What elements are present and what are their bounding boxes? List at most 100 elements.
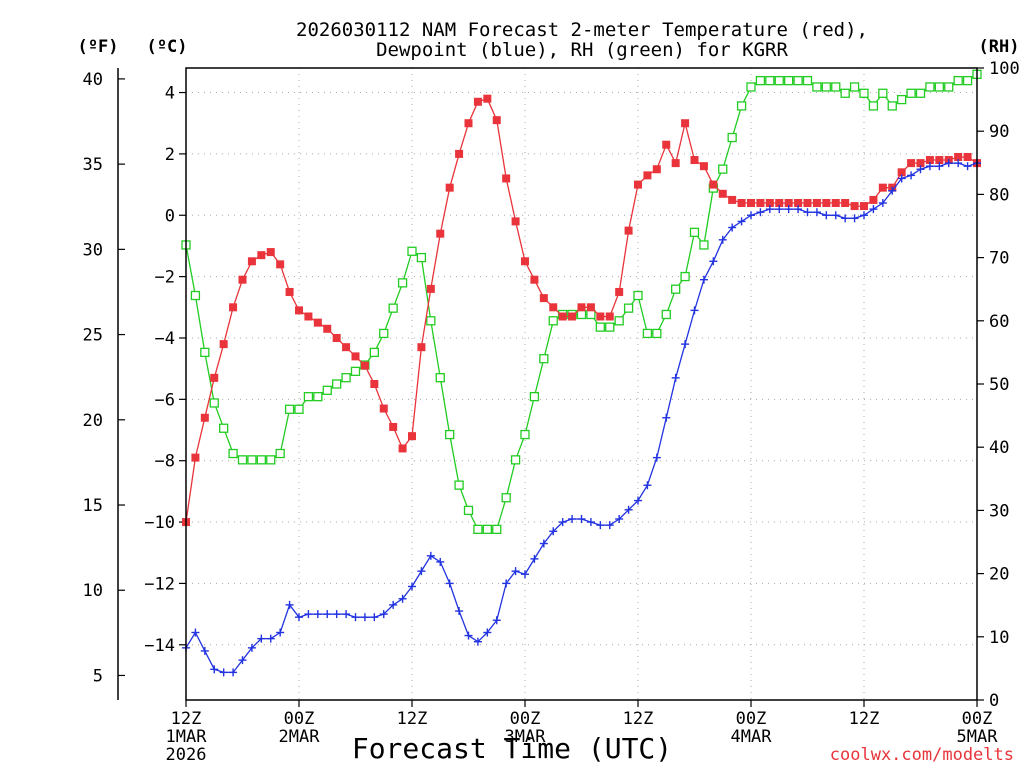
dewpoint-point	[238, 656, 247, 665]
rh-point	[595, 322, 605, 332]
rh-tick-label: 10	[989, 628, 1009, 648]
dewpoint-point	[360, 613, 369, 622]
rh-point	[482, 524, 492, 535]
temperature-point	[718, 189, 727, 198]
rh-tick-label: 80	[989, 185, 1009, 205]
celsius-tick-label: −8	[155, 452, 175, 472]
rh-point	[840, 88, 850, 98]
temperature-point	[436, 229, 445, 238]
temperature-point	[916, 159, 925, 168]
temperature-point	[558, 312, 567, 321]
temperature-point	[342, 343, 351, 352]
dewpoint-point	[191, 628, 200, 637]
series-temperature	[182, 94, 981, 527]
rh-point	[294, 404, 304, 414]
rh-point	[247, 455, 257, 465]
temperature-point	[247, 257, 256, 266]
dewpoint-point	[426, 551, 435, 560]
temperature-point	[860, 202, 868, 211]
dewpoint-point	[530, 554, 539, 563]
dewpoint-point	[257, 634, 266, 643]
temperature-point	[634, 180, 642, 189]
dewpoint-point	[473, 637, 482, 646]
dewpoint-point	[709, 257, 718, 266]
rh-point	[379, 328, 389, 339]
fahrenheit-tick-label: 15	[83, 496, 103, 516]
temperature-point	[775, 198, 784, 207]
dewpoint-point	[841, 214, 850, 223]
temperature-point	[869, 195, 878, 204]
rh-point	[689, 227, 700, 237]
rh-point	[228, 448, 238, 459]
celsius-tick-label: −6	[155, 390, 175, 410]
temperature-point	[370, 380, 379, 388]
temperature-point	[681, 119, 690, 128]
rh-point	[897, 94, 907, 105]
temperature-point	[502, 174, 511, 183]
celsius-tick-label: −4	[155, 329, 175, 349]
dewpoint-point	[379, 610, 388, 619]
time-tick-label: 2026	[166, 745, 207, 765]
dewpoint-point	[568, 514, 577, 523]
temperature-point	[549, 303, 558, 312]
rh-point	[774, 75, 784, 86]
temperature-point	[389, 422, 398, 431]
dewpoint-point	[549, 527, 558, 536]
temperature-point	[615, 287, 624, 296]
rh-point	[576, 309, 587, 320]
rh-tick-label: 60	[989, 312, 1009, 332]
rh-point	[586, 309, 596, 320]
rh-tick-label: 70	[989, 249, 1009, 269]
temperature-point	[765, 198, 774, 207]
dewpoint-point	[822, 211, 831, 220]
watermark-url[interactable]: coolwx.com/modelts	[830, 745, 1014, 765]
rh-point	[859, 88, 869, 98]
fahrenheit-tick-label: 40	[83, 70, 103, 90]
rh-point	[887, 101, 897, 111]
celsius-axis: 4 2 0 −2 −4 −6 −8 −10 −12 −14	[144, 84, 186, 656]
dewpoint-point	[455, 607, 464, 616]
rh-point	[652, 328, 662, 339]
rh-tick-label: 30	[989, 501, 1009, 521]
rh-point	[765, 75, 775, 86]
dewpoint-point	[229, 668, 238, 677]
rh-point	[671, 284, 681, 294]
rh-point	[369, 347, 379, 358]
dewpoint-point	[907, 171, 916, 180]
rh-point	[256, 455, 266, 465]
dewpoint-point	[662, 413, 671, 422]
temperature-point	[643, 171, 652, 180]
time-tick-label: 00Z	[510, 709, 541, 729]
fahrenheit-tick-label: 20	[83, 411, 103, 431]
time-tick-label: 2MAR	[279, 727, 321, 747]
temperature-point	[360, 361, 369, 370]
dewpoint-point	[492, 616, 501, 625]
rh-point	[699, 240, 709, 250]
dewpoint-point	[963, 162, 972, 171]
dewpoint-point	[954, 159, 963, 168]
dewpoint-point	[247, 643, 256, 652]
temperature-point	[285, 287, 294, 296]
rh-point	[925, 82, 935, 92]
dewpoint-point	[370, 613, 379, 622]
temperature-point	[426, 284, 435, 293]
temperature-point	[568, 312, 577, 321]
dewpoint-point	[445, 579, 454, 588]
temperature-point	[408, 432, 416, 441]
dewpoint-point	[389, 600, 398, 609]
temperature-point	[850, 202, 859, 211]
time-tick-label: 1MAR	[166, 727, 208, 747]
dewpoint-point	[577, 514, 586, 523]
rh-point	[322, 385, 332, 395]
temperature-point	[605, 312, 614, 321]
rh-point	[642, 328, 653, 339]
rh-point	[388, 303, 398, 313]
temperature-point	[822, 198, 831, 207]
temperature-point	[464, 119, 473, 128]
rh-tick-label: 90	[989, 122, 1009, 142]
temperature-point	[709, 180, 718, 189]
temperature-point	[954, 152, 963, 161]
rh-point	[718, 164, 728, 174]
dewpoint-point	[784, 205, 793, 214]
temperature-point	[925, 156, 934, 165]
